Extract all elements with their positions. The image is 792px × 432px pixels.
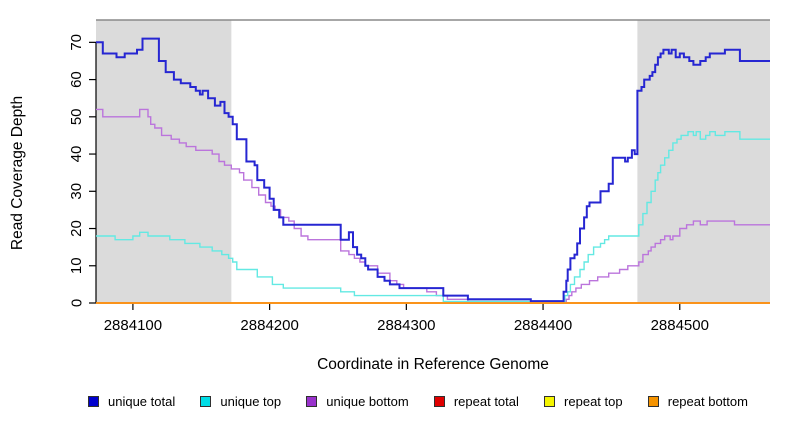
shaded-region xyxy=(637,20,770,303)
y-axis: 0 10 20 30 40 50 60 70 xyxy=(68,34,97,307)
x-tick-label: 2884200 xyxy=(240,317,298,334)
legend-swatch-unique-top xyxy=(200,396,212,407)
x-axis: 2884100 2884200 2884300 2884400 2884500 xyxy=(96,302,770,334)
legend-swatch-unique-bottom xyxy=(306,396,318,407)
x-axis-title: Coordinate in Reference Genome xyxy=(317,356,549,373)
legend-label-unique-top: unique top xyxy=(220,394,282,409)
y-tick-label: 60 xyxy=(68,71,85,88)
legend-swatch-repeat-bottom xyxy=(647,396,659,407)
legend-swatch-repeat-total xyxy=(433,396,445,407)
legend: unique total unique top unique bottom repea… xyxy=(88,394,748,409)
series-lines xyxy=(96,37,770,304)
legend-item-repeat-top: repeat top xyxy=(544,394,623,409)
legend-label-unique-bottom: unique bottom xyxy=(326,394,409,409)
y-tick-label: 50 xyxy=(68,108,85,125)
legend-label-repeat-total: repeat total xyxy=(453,394,519,409)
x-tick-label: 2884400 xyxy=(514,317,572,334)
series-line-unique-top xyxy=(96,131,770,303)
y-tick-label: 30 xyxy=(68,183,85,200)
y-tick-label: 10 xyxy=(68,257,85,274)
x-tick-label: 2884500 xyxy=(651,317,709,334)
series-line-unique-bottom xyxy=(96,108,770,303)
y-tick-label: 40 xyxy=(68,146,85,163)
series-line-unique-total xyxy=(96,37,770,303)
legend-item-unique-total: unique total xyxy=(88,394,175,409)
legend-swatch-repeat-top xyxy=(544,396,556,407)
y-axis-title: Read Coverage Depth xyxy=(9,96,26,250)
legend-label-repeat-top: repeat top xyxy=(564,394,623,409)
shaded-region xyxy=(96,20,232,303)
y-tick-label: 0 xyxy=(68,299,85,307)
y-tick-label: 20 xyxy=(68,220,85,237)
legend-item-repeat-bottom: repeat bottom xyxy=(647,394,748,409)
x-tick-label: 2884300 xyxy=(377,317,435,334)
legend-swatch-unique-total xyxy=(88,396,99,407)
y-tick-label: 70 xyxy=(68,34,85,51)
legend-item-unique-bottom: unique bottom xyxy=(306,394,409,409)
shaded-regions xyxy=(96,20,770,303)
legend-item-unique-top: unique top xyxy=(200,394,281,409)
legend-label-unique-total: unique total xyxy=(108,394,176,409)
legend-item-repeat-total: repeat total xyxy=(433,394,519,409)
legend-label-repeat-bottom: repeat bottom xyxy=(667,394,748,409)
x-tick-label: 2884100 xyxy=(104,317,162,334)
